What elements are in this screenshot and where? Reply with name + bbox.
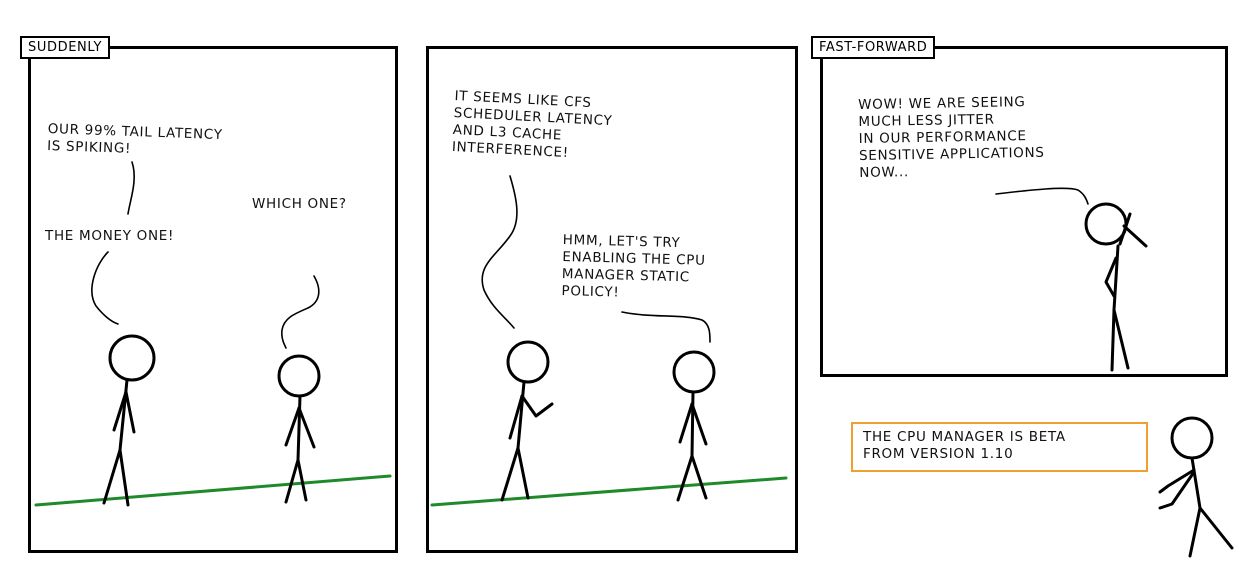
- beta-note-box: THE CPU MANAGER IS BETA FROM VERSION 1.1…: [851, 422, 1148, 472]
- speech-cfs-scheduler: IT SEEMS LIKE CFS SCHEDULER LATENCY AND …: [451, 88, 613, 162]
- speech-latency-spiking: OUR 99% TAIL LATENCY IS SPIKING!: [46, 121, 223, 157]
- panel-1-caption: SUDDENLY: [20, 36, 110, 59]
- comic-panel-3: [820, 46, 1228, 377]
- panel-3-caption: FAST-FORWARD: [811, 36, 936, 59]
- speech-which-one: WHICH ONE?: [252, 196, 347, 212]
- speech-less-jitter: WOW! WE ARE SEEING MUCH LESS JITTER IN O…: [858, 94, 1045, 181]
- beta-note-text: THE CPU MANAGER IS BETA FROM VERSION 1.1…: [863, 429, 1066, 462]
- speech-cpu-manager: HMM, LET'S TRY ENABLING THE CPU MANAGER …: [561, 232, 706, 301]
- stick-figure-f: [1158, 416, 1234, 558]
- speech-money-one: THE MONEY ONE!: [45, 228, 175, 244]
- comic-panel-1: [28, 46, 398, 553]
